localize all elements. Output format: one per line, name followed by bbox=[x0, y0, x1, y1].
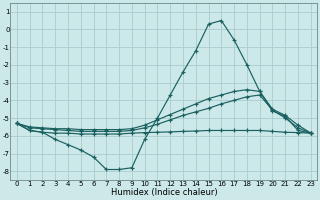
X-axis label: Humidex (Indice chaleur): Humidex (Indice chaleur) bbox=[110, 188, 217, 197]
